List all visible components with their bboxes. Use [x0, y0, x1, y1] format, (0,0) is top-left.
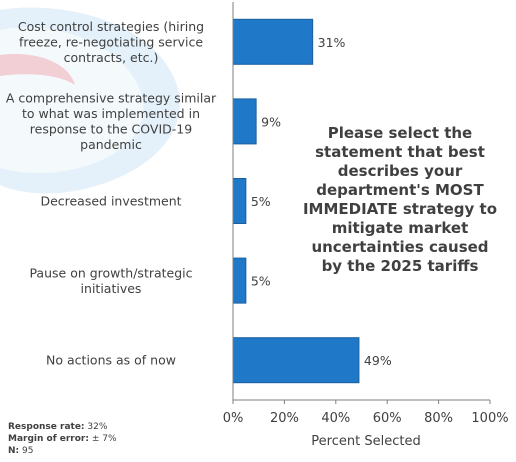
x-tick-label-4: 60%: [373, 411, 402, 426]
category-label-5: No actions as of now: [46, 353, 176, 368]
data-label-4: 5%: [251, 274, 271, 289]
response-rate: Response rate: 32%: [8, 421, 117, 433]
background-logo: [0, 7, 180, 194]
category-label-4: Pause on growth/strategic initiatives: [29, 265, 192, 296]
response-rate-value: 32%: [87, 422, 108, 432]
data-label-1: 31%: [318, 35, 346, 50]
x-tick-label-1: 0%: [223, 411, 244, 426]
x-axis-title: Percent Selected: [311, 434, 420, 449]
sample-size-value: 95: [22, 446, 34, 456]
x-tick-label-6: 100%: [471, 411, 508, 426]
survey-question: Please select the statement that best de…: [302, 124, 498, 275]
bar-1: [232, 18, 314, 65]
category-label-1: Cost control strategies (hiring freeze, r…: [18, 19, 204, 65]
sample-size: N: 95: [8, 445, 117, 457]
category-label-3: Decreased investment: [40, 194, 181, 209]
x-tick-label-2: 20%: [270, 411, 299, 426]
bar-5: [232, 337, 360, 384]
bar-4: [232, 257, 247, 304]
data-label-5: 49%: [364, 353, 392, 368]
category-label-2: A comprehensive strategy similar to what …: [6, 91, 217, 152]
data-label-2: 9%: [261, 114, 281, 129]
bar-2: [232, 98, 257, 145]
margin-of-error-value: ± 7%: [91, 434, 117, 444]
x-tick-label-3: 40%: [321, 411, 350, 426]
response-rate-label: Response rate:: [8, 422, 85, 432]
data-label-3: 5%: [251, 194, 271, 209]
plot-area: 31% Cost control strategies (hiring freeze…: [6, 2, 509, 426]
sample-size-label: N:: [8, 446, 20, 456]
bar-3: [232, 178, 247, 224]
survey-footer: Response rate: 32% Margin of error: ± 7%…: [8, 421, 117, 457]
x-tick-label-5: 80%: [424, 411, 453, 426]
margin-of-error: Margin of error: ± 7%: [8, 433, 117, 445]
margin-of-error-label: Margin of error:: [8, 434, 89, 444]
